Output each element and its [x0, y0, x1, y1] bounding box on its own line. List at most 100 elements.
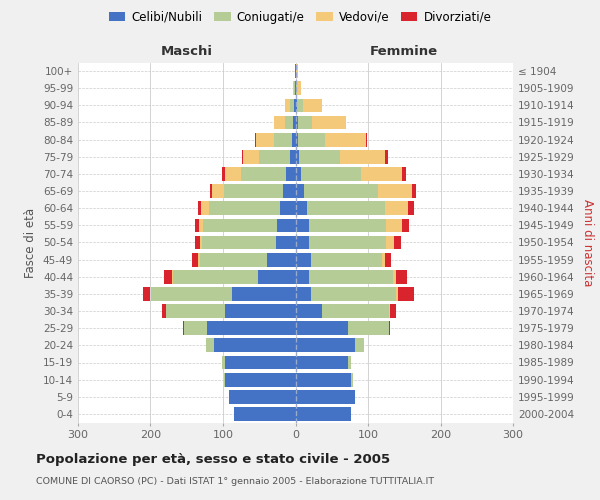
Bar: [241, 167, 286, 181]
Bar: [308, 218, 386, 232]
Bar: [394, 270, 395, 283]
Bar: [296, 150, 299, 164]
Bar: [296, 322, 348, 335]
Bar: [280, 202, 296, 215]
Bar: [290, 98, 294, 112]
Bar: [201, 202, 209, 215]
Bar: [389, 322, 391, 335]
Bar: [408, 202, 413, 215]
Bar: [286, 116, 293, 130]
Bar: [322, 304, 389, 318]
Bar: [199, 218, 203, 232]
Bar: [386, 236, 394, 250]
Bar: [274, 133, 292, 146]
Bar: [296, 133, 298, 146]
Bar: [296, 407, 352, 421]
Bar: [385, 150, 388, 164]
Bar: [382, 253, 385, 266]
Bar: [348, 322, 389, 335]
Bar: [258, 270, 296, 283]
Bar: [390, 304, 395, 318]
Bar: [259, 150, 290, 164]
Bar: [301, 167, 361, 181]
Bar: [284, 98, 290, 112]
Bar: [143, 287, 151, 301]
Bar: [361, 167, 402, 181]
Bar: [173, 270, 258, 283]
Bar: [221, 356, 225, 370]
Bar: [200, 253, 266, 266]
Bar: [366, 133, 367, 146]
Bar: [298, 116, 312, 130]
Bar: [199, 253, 200, 266]
Bar: [294, 82, 295, 95]
Bar: [200, 236, 202, 250]
Bar: [296, 116, 298, 130]
Bar: [225, 167, 241, 181]
Bar: [277, 218, 296, 232]
Bar: [164, 270, 172, 283]
Bar: [352, 373, 353, 386]
Bar: [224, 373, 225, 386]
Bar: [402, 167, 406, 181]
Bar: [195, 218, 199, 232]
Bar: [311, 253, 382, 266]
Bar: [295, 64, 296, 78]
Bar: [325, 133, 366, 146]
Bar: [412, 184, 416, 198]
Bar: [210, 184, 212, 198]
Bar: [229, 390, 296, 404]
Bar: [402, 218, 409, 232]
Bar: [296, 270, 308, 283]
Bar: [295, 82, 296, 95]
Bar: [232, 287, 296, 301]
Bar: [296, 390, 355, 404]
Bar: [355, 338, 364, 352]
Bar: [292, 133, 296, 146]
Y-axis label: Fasce di età: Fasce di età: [25, 208, 37, 278]
Bar: [225, 373, 296, 386]
Bar: [202, 236, 276, 250]
Bar: [266, 253, 296, 266]
Text: COMUNE DI CAORSO (PC) - Dati ISTAT 1° gennaio 2005 - Elaborazione TUTTITALIA.IT: COMUNE DI CAORSO (PC) - Dati ISTAT 1° ge…: [36, 478, 434, 486]
Bar: [221, 167, 225, 181]
Bar: [385, 253, 391, 266]
Bar: [297, 98, 303, 112]
Bar: [296, 98, 297, 112]
Y-axis label: Anni di nascita: Anni di nascita: [581, 199, 594, 286]
Bar: [312, 116, 346, 130]
Bar: [162, 304, 166, 318]
Bar: [296, 304, 322, 318]
Bar: [297, 82, 301, 95]
Bar: [396, 287, 398, 301]
Bar: [304, 184, 378, 198]
Bar: [203, 218, 277, 232]
Bar: [395, 270, 407, 283]
Bar: [386, 218, 402, 232]
Bar: [307, 202, 385, 215]
Bar: [192, 253, 199, 266]
Bar: [296, 184, 304, 198]
Bar: [385, 202, 408, 215]
Bar: [298, 133, 325, 146]
Bar: [296, 236, 308, 250]
Bar: [296, 287, 311, 301]
Bar: [256, 133, 274, 146]
Bar: [207, 322, 296, 335]
Bar: [389, 304, 390, 318]
Bar: [394, 236, 401, 250]
Bar: [255, 133, 256, 146]
Bar: [290, 150, 296, 164]
Bar: [212, 184, 224, 198]
Bar: [296, 218, 308, 232]
Bar: [184, 322, 207, 335]
Bar: [214, 338, 296, 352]
Bar: [296, 167, 301, 181]
Bar: [296, 64, 298, 78]
Bar: [276, 236, 296, 250]
Bar: [206, 338, 214, 352]
Bar: [296, 253, 311, 266]
Bar: [195, 236, 200, 250]
Bar: [296, 373, 352, 386]
Bar: [209, 202, 280, 215]
